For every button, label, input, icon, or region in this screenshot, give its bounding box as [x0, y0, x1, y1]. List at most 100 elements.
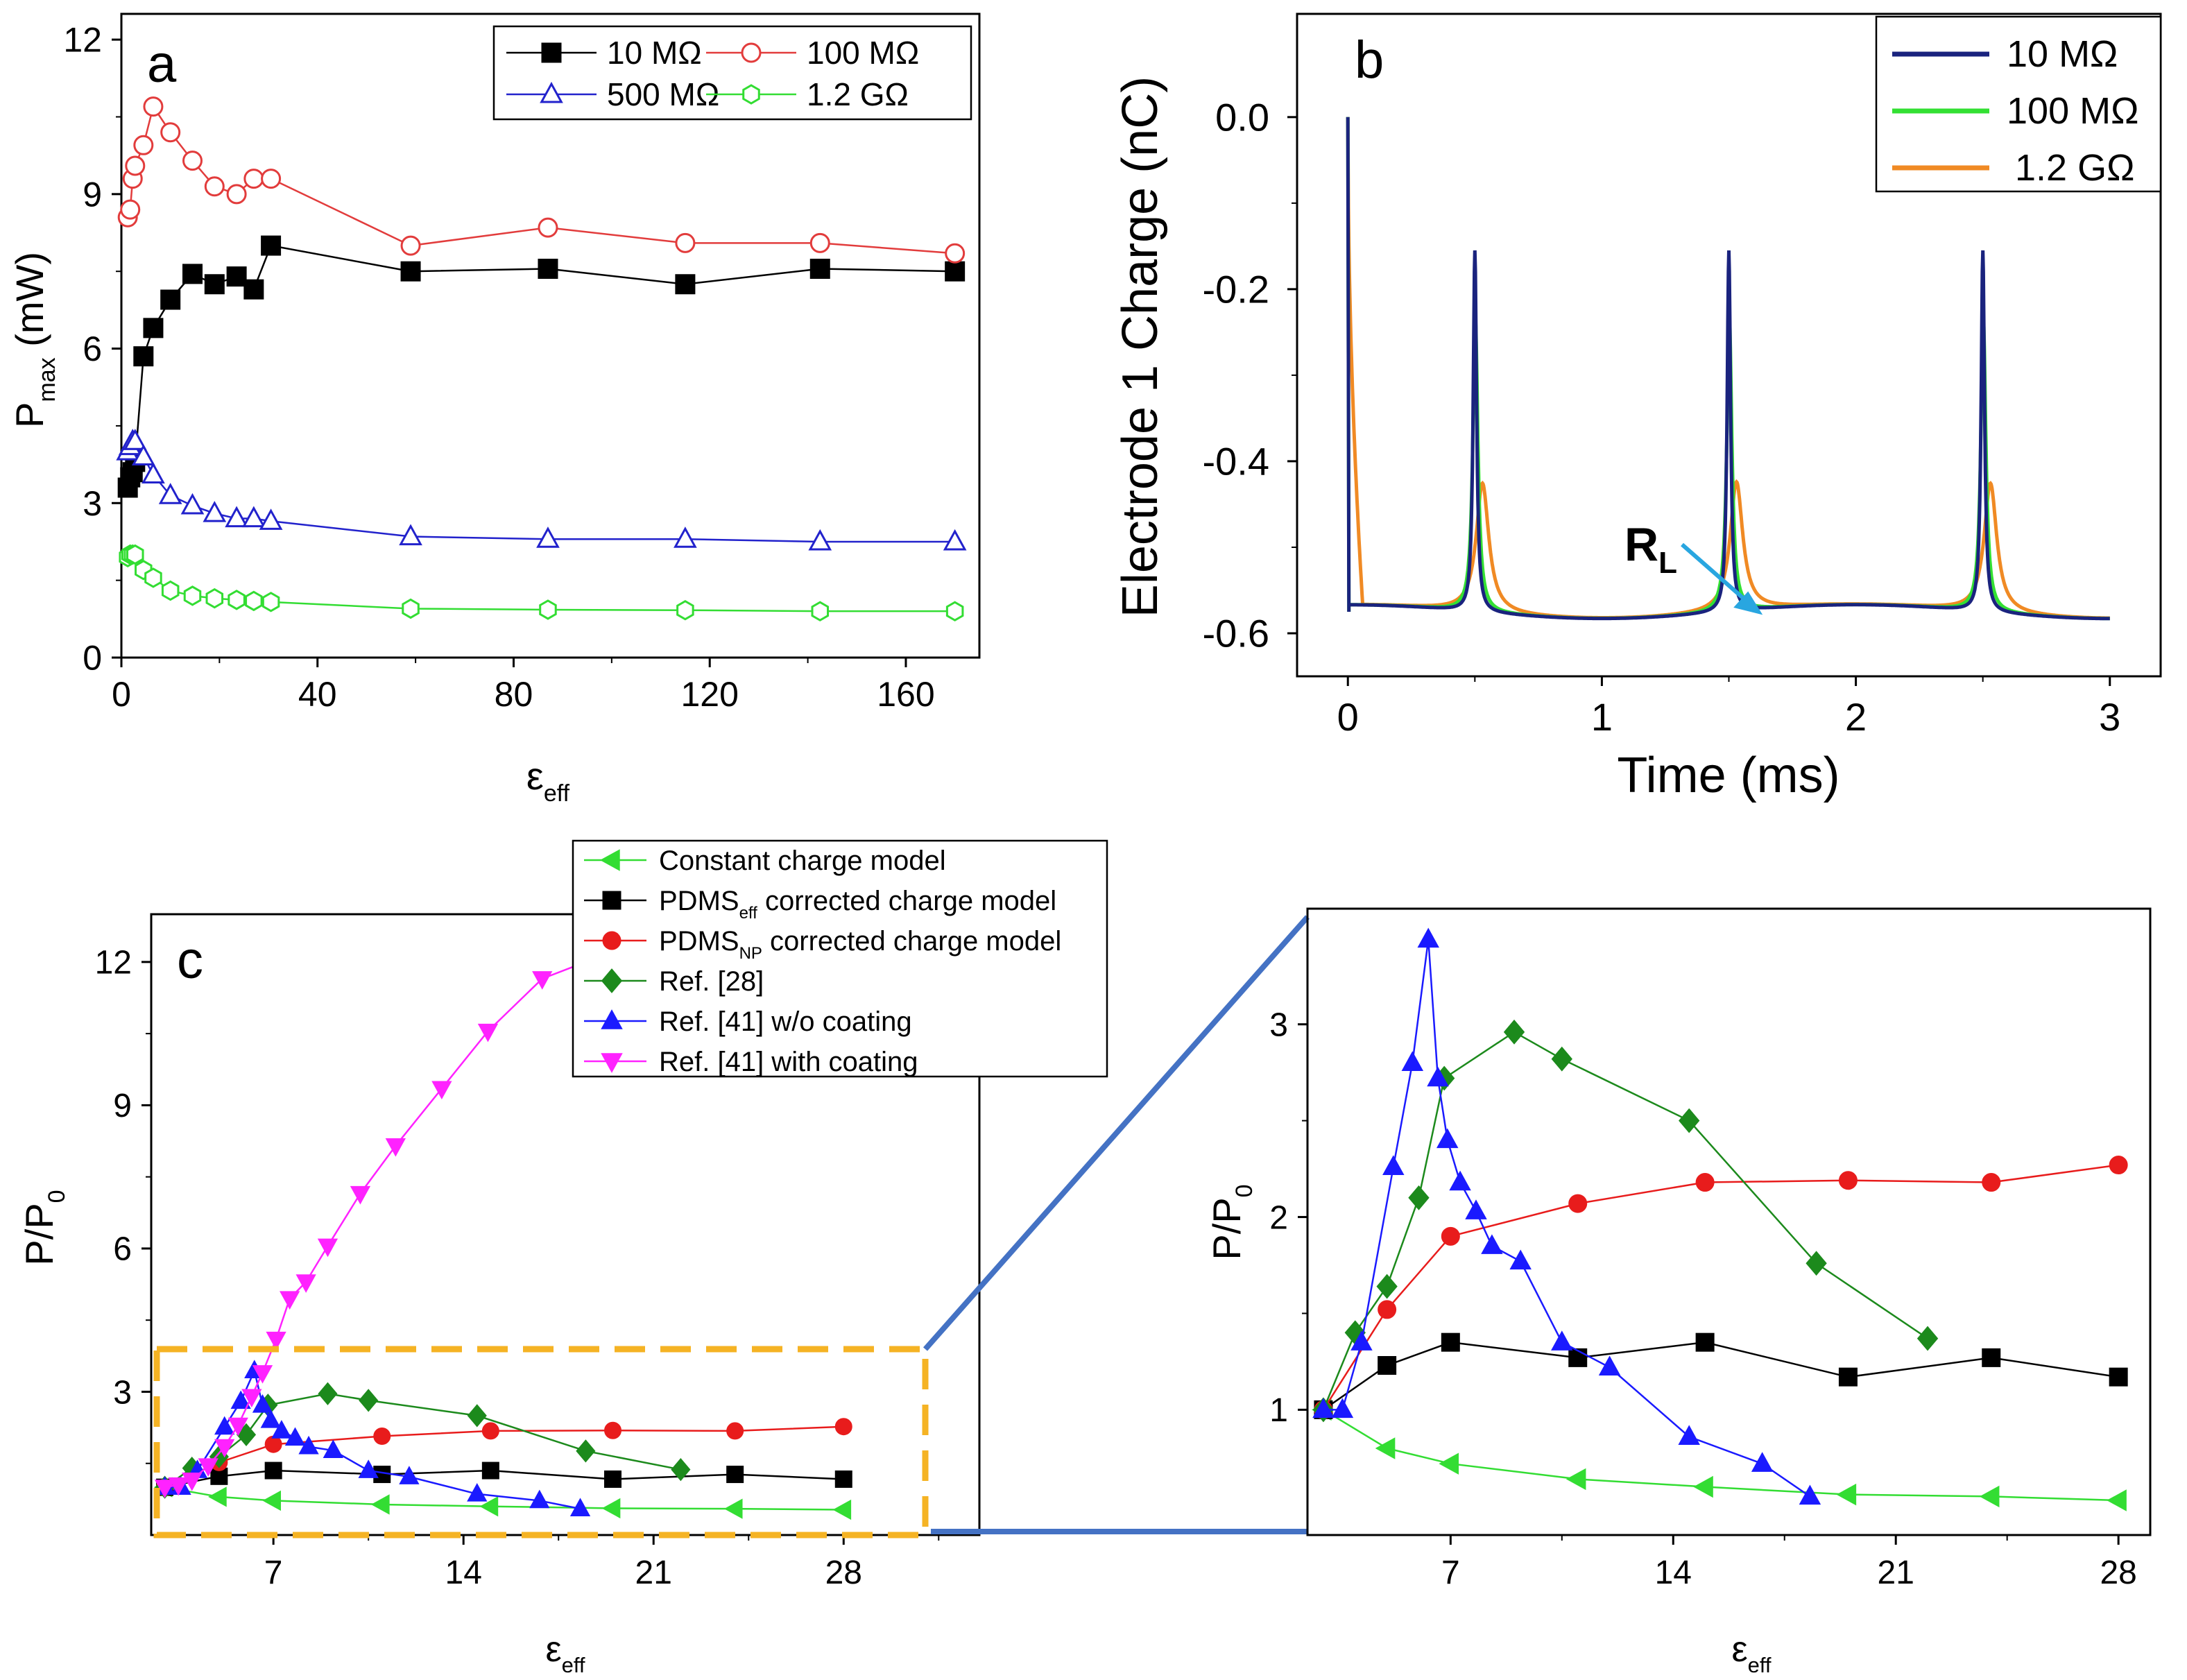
data-point: [1979, 1485, 2000, 1508]
data-point: [945, 243, 966, 264]
data-point: [1465, 1199, 1487, 1219]
data-point: [245, 590, 263, 612]
series-line: [1323, 1341, 2119, 1411]
data-point: [214, 1416, 235, 1435]
data-point: [133, 135, 154, 155]
data-point: [467, 1404, 487, 1428]
data-point: [1679, 1108, 1700, 1133]
x-tick-label: 21: [635, 1554, 672, 1591]
series-line: [1346, 117, 2110, 620]
data-point: [1693, 1475, 1713, 1498]
data-point: [1916, 1326, 1939, 1351]
data-point: [400, 235, 421, 256]
data-point: [1427, 1066, 1449, 1087]
data-point: [539, 599, 557, 620]
data-point: [373, 1466, 391, 1484]
data-point: [431, 1081, 452, 1100]
series-line: [164, 1486, 844, 1511]
data-point: [1376, 1274, 1398, 1299]
legend-label: 100 MΩ: [807, 35, 919, 71]
data-point: [225, 506, 248, 528]
data-point: [1568, 1194, 1588, 1213]
data-point: [2109, 1156, 2128, 1175]
panel-label: a: [147, 35, 177, 94]
data-point: [400, 261, 421, 282]
data-point: [834, 1470, 852, 1488]
y-tick-label: 3: [83, 484, 102, 523]
x-axis-title: εeff: [1731, 1629, 1771, 1677]
data-point: [2107, 1489, 2127, 1511]
data-point: [1441, 1332, 1460, 1352]
data-point: [1375, 1437, 1396, 1459]
y-tick-label: 9: [113, 1088, 132, 1124]
data-point: [1799, 1484, 1821, 1505]
data-point: [1982, 1173, 2001, 1192]
legend-box: [1875, 15, 2162, 193]
plot-frame: [150, 913, 981, 1536]
x-tick-label: 7: [264, 1554, 283, 1591]
data-point: [143, 318, 164, 338]
legend-item: Ref. [41] w/o coating: [584, 1006, 912, 1037]
data-point: [261, 235, 282, 256]
data-point: [808, 529, 832, 551]
zoom-region-box: [153, 1346, 929, 1538]
x-tick-label: 80: [495, 675, 533, 714]
data-point: [671, 1458, 691, 1482]
data-point: [183, 585, 202, 606]
y-tick-label: 0: [83, 639, 102, 678]
data-point: [161, 580, 180, 601]
data-point: [1503, 1019, 1525, 1045]
legend-label: 10 MΩ: [2007, 33, 2118, 75]
data-point: [1382, 1155, 1405, 1176]
data-point: [261, 592, 280, 612]
data-point: [182, 1472, 203, 1491]
data-point: [1838, 1367, 1858, 1387]
legend-item: 1.2 GΩ: [706, 76, 909, 112]
data-point: [467, 1483, 488, 1502]
series-line: [1323, 939, 1811, 1498]
legend-marker: [541, 42, 562, 63]
data-point: [271, 1420, 292, 1439]
data-point: [1378, 1355, 1397, 1375]
y-tick-label: 12: [95, 945, 132, 982]
y-tick-label: 9: [83, 175, 102, 214]
y-tick-label: 12: [63, 21, 102, 60]
data-point: [1331, 1398, 1354, 1418]
legend-item: 100 MΩ: [1892, 90, 2138, 132]
data-point: [402, 598, 420, 619]
data-point: [604, 1470, 622, 1488]
data-point: [318, 1382, 338, 1405]
legend-label: Ref. [41] w/o coating: [659, 1006, 912, 1037]
data-point: [261, 169, 282, 189]
data-point: [399, 1466, 420, 1484]
y-tick-label: -0.4: [1203, 440, 1270, 483]
legend-item: PDMSNP corrected charge model: [584, 926, 1061, 963]
data-point: [1695, 1173, 1715, 1192]
panel-label: b: [1355, 31, 1384, 89]
plot-frame: [1306, 907, 2152, 1536]
legend-item: 500 MΩ: [506, 76, 719, 112]
data-point: [1838, 1171, 1858, 1190]
data-point: [2109, 1367, 2128, 1387]
data-point: [723, 1498, 743, 1519]
data-point: [228, 1417, 248, 1437]
plot-frame: [120, 12, 981, 659]
x-tick-label: 40: [298, 675, 337, 714]
data-point: [809, 232, 830, 253]
legend-label: 100 MΩ: [2007, 90, 2138, 132]
legend-label: 1.2 GΩ: [807, 76, 909, 112]
data-point: [1449, 1170, 1471, 1191]
data-point: [479, 1496, 499, 1517]
x-tick-label: 28: [2100, 1554, 2136, 1591]
data-point: [264, 1462, 282, 1480]
data-point: [604, 1421, 622, 1439]
series-line: [1346, 117, 2110, 621]
data-point: [228, 590, 246, 610]
x-tick-label: 160: [877, 675, 934, 714]
y-tick-label: 2: [1269, 1199, 1288, 1236]
data-point: [1378, 1300, 1397, 1319]
data-point: [242, 506, 266, 528]
data-point: [1806, 1251, 1827, 1276]
data-point: [385, 1138, 406, 1157]
y-tick-label: -0.6: [1203, 612, 1270, 655]
